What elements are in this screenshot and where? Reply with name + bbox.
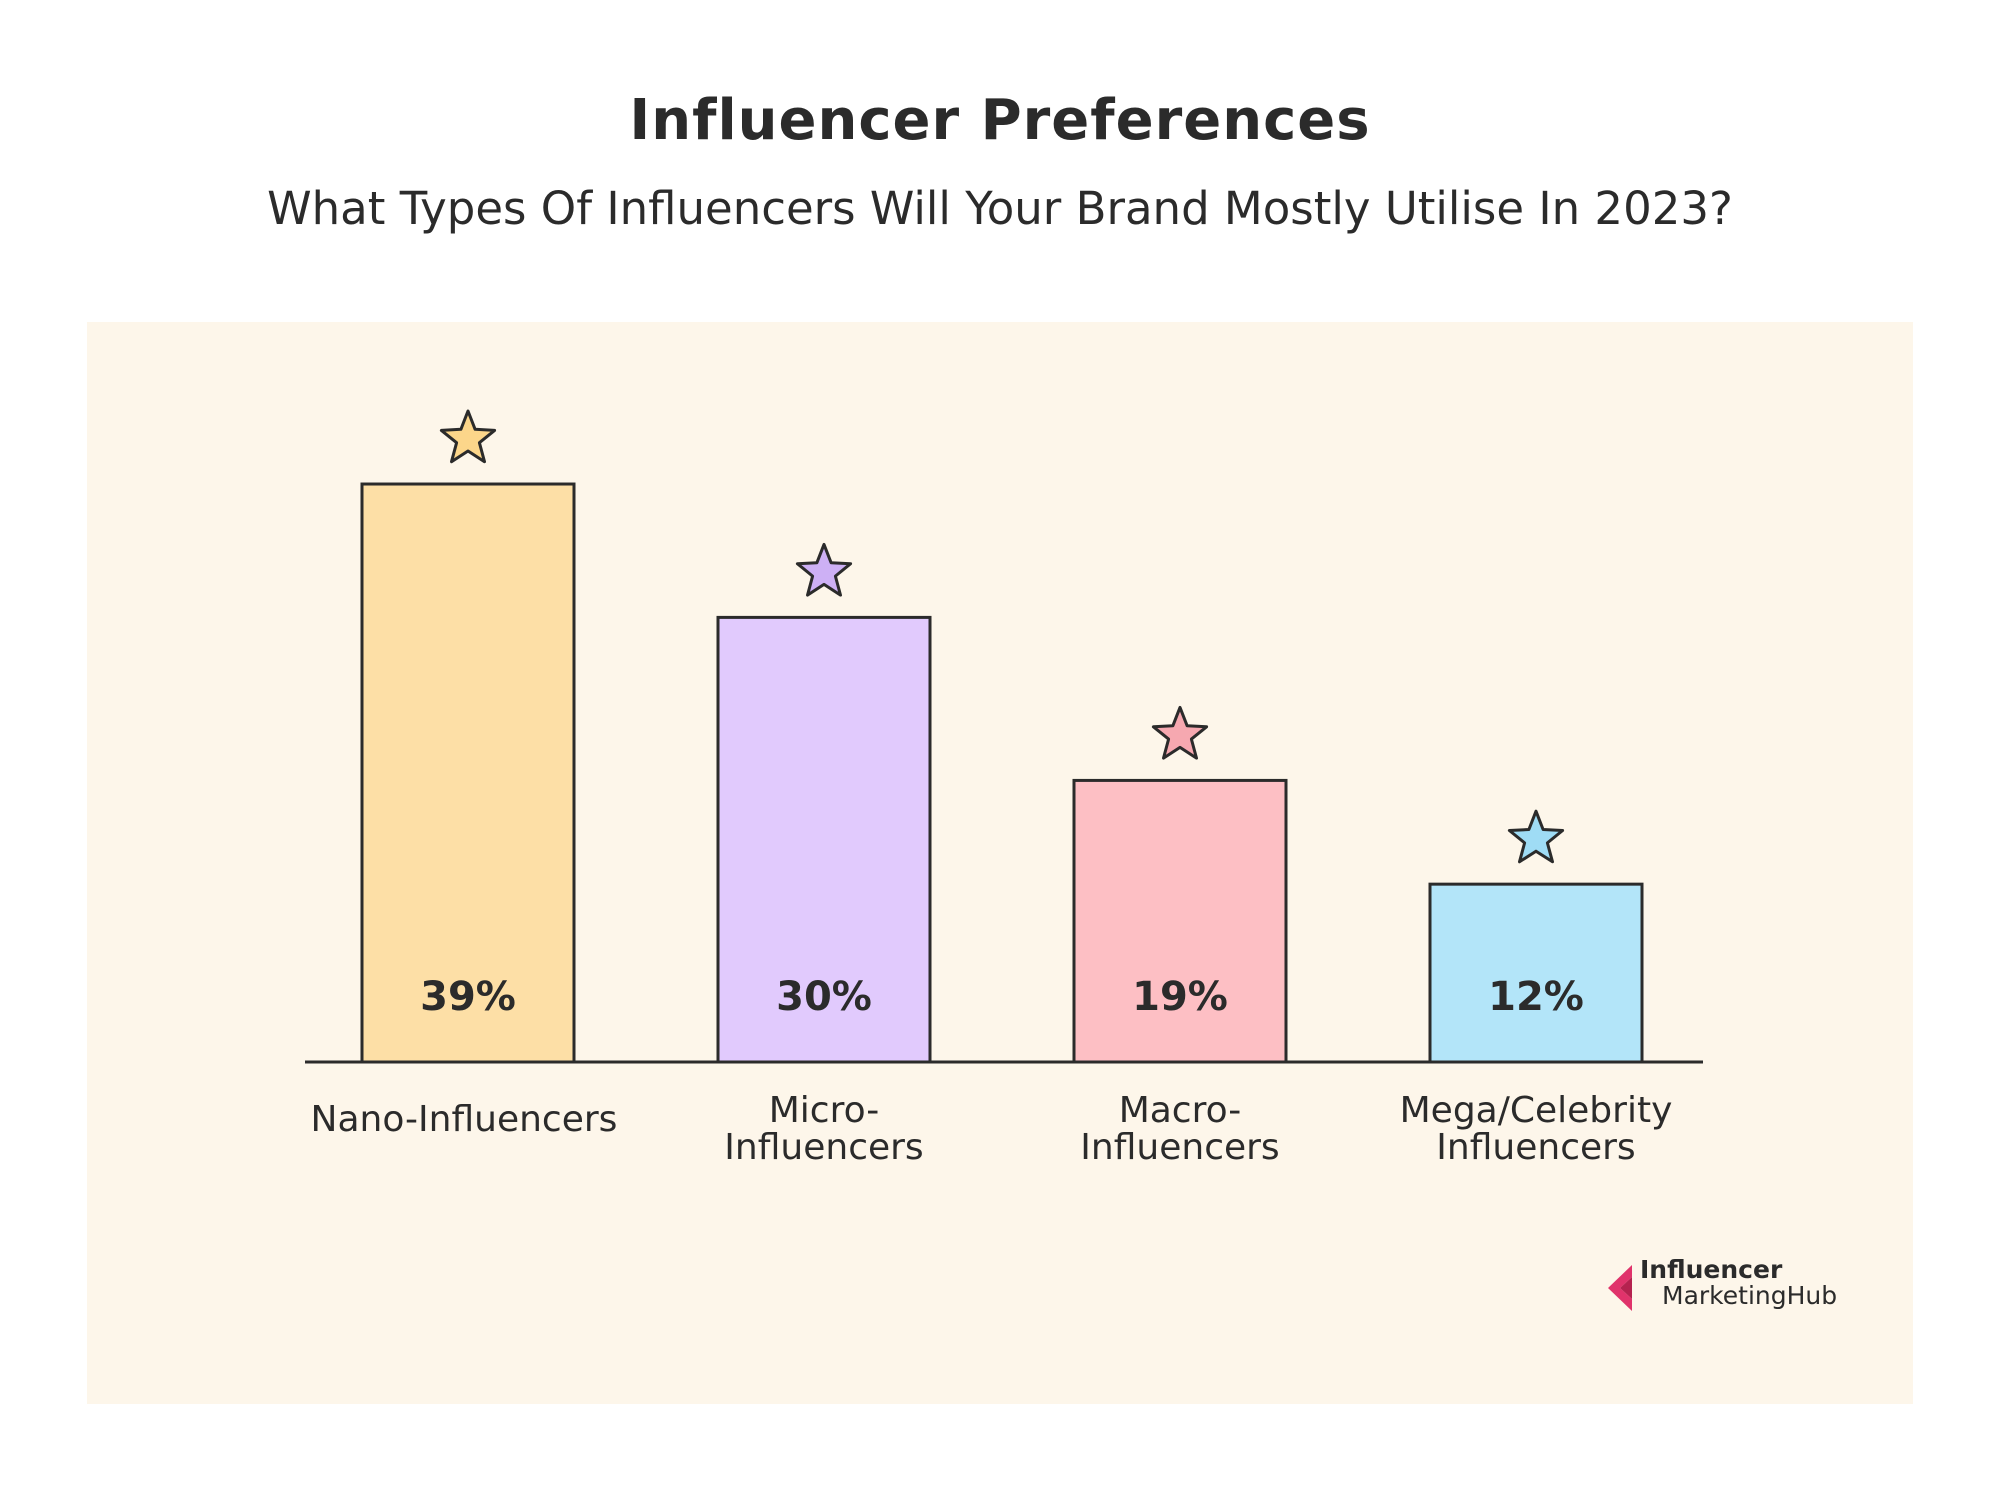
bar-1 bbox=[360, 482, 576, 1064]
bar-value-label: 12% bbox=[1488, 974, 1584, 1020]
bars-layer bbox=[360, 409, 1644, 1064]
chart-subtitle: What Types Of Influencers Will Your Bran… bbox=[267, 182, 1733, 235]
star-icon bbox=[1507, 809, 1565, 864]
bar-value-label: 39% bbox=[420, 974, 516, 1020]
category-label: Influencers bbox=[1080, 1127, 1279, 1168]
category-label: Influencers bbox=[1436, 1127, 1635, 1168]
category-label: Macro- bbox=[1119, 1090, 1242, 1131]
star-icon bbox=[795, 542, 853, 597]
bar-value-label: 30% bbox=[776, 974, 872, 1020]
brand-logo-line1: Influencer bbox=[1640, 1255, 1783, 1284]
bar-value-label: 19% bbox=[1132, 974, 1228, 1020]
brand-logo-line2: MarketingHub bbox=[1662, 1281, 1838, 1310]
category-label: Influencers bbox=[724, 1127, 923, 1168]
star-icon bbox=[439, 409, 497, 464]
category-label: Nano-Influencers bbox=[311, 1099, 618, 1140]
star-icon bbox=[1151, 705, 1209, 760]
chart-title: Influencer Preferences bbox=[629, 88, 1371, 153]
category-label: Micro- bbox=[769, 1090, 880, 1131]
labels-layer: 39%Nano-Influencers30%Micro-Influencers1… bbox=[311, 974, 1673, 1168]
brand-logo: Influencer MarketingHub bbox=[1606, 1255, 1866, 1315]
brand-logo-mark-icon bbox=[1608, 1265, 1632, 1311]
bar-2 bbox=[716, 615, 932, 1064]
category-label: Mega/Celebrity bbox=[1400, 1090, 1673, 1131]
